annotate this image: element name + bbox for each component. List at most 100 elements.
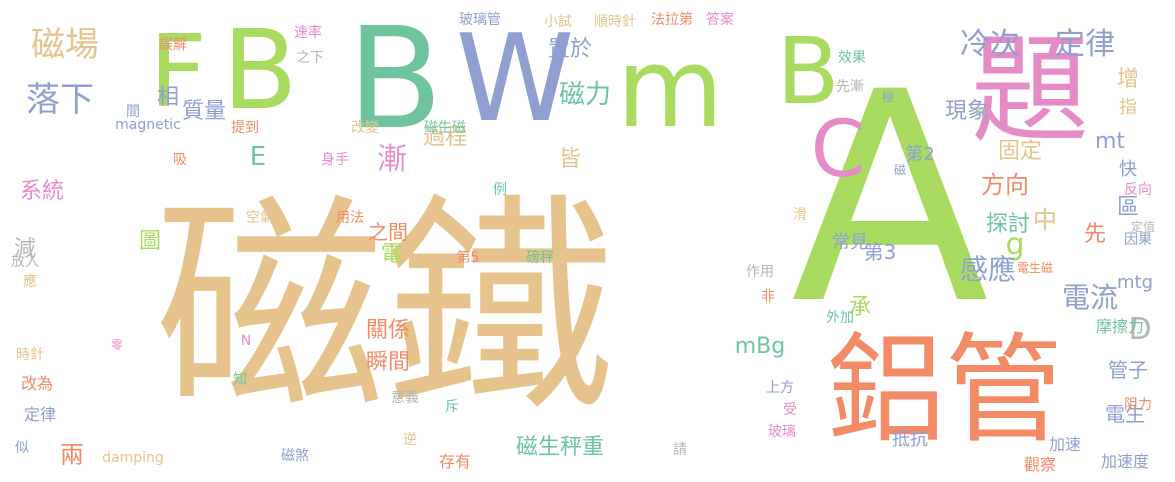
word: 現象: [944, 99, 990, 124]
word: 意義: [391, 390, 419, 406]
word: 關係: [365, 318, 411, 343]
word: 之間: [368, 220, 408, 244]
word: 答案: [706, 12, 734, 28]
word: 磁煞: [281, 448, 309, 464]
word: B: [346, 0, 444, 161]
word: 鋁管: [826, 321, 1064, 459]
word: 逆: [403, 432, 417, 448]
word: 速率: [294, 25, 322, 41]
word: damping: [102, 450, 164, 466]
word: 磁鐵: [154, 176, 616, 443]
word: 空氣: [246, 210, 274, 226]
word: D: [1128, 312, 1152, 347]
word: 過程: [422, 125, 468, 150]
word: 請: [673, 442, 687, 458]
word: 摩擦力: [1095, 317, 1145, 336]
word: B: [222, 6, 298, 134]
word: 方向: [981, 171, 1029, 199]
word: 區: [1116, 195, 1140, 220]
word: W: [455, 10, 575, 149]
word: 抵抗: [892, 429, 928, 450]
word: 之下: [296, 50, 324, 66]
word: 指: [1119, 97, 1137, 118]
word: 玻璃管: [459, 12, 501, 28]
word: mtg: [1116, 272, 1154, 293]
word: 時針: [16, 347, 44, 363]
word: 漸: [377, 142, 407, 177]
word: 瞬間: [365, 350, 411, 375]
word: 減: [13, 237, 37, 262]
word: 圖: [138, 229, 162, 254]
word: 現: [973, 106, 987, 120]
word: 磁場: [31, 25, 99, 65]
word: 定值: [1130, 220, 1156, 234]
word: 斥: [445, 399, 459, 415]
word: 磁: [893, 163, 907, 177]
word: 非: [761, 289, 775, 305]
word: mt: [1094, 129, 1126, 154]
word: 電生磁: [1016, 261, 1054, 275]
word: 定律: [1055, 27, 1115, 62]
word: 電流: [1061, 281, 1119, 314]
word: 增: [1116, 67, 1140, 92]
word: 磁力: [558, 80, 612, 110]
word: 法拉第: [651, 12, 693, 28]
word: F: [149, 13, 207, 130]
word: 固定: [997, 139, 1043, 164]
word: 知: [233, 372, 247, 388]
word: 提到: [231, 120, 259, 136]
word: 順時針: [594, 14, 636, 30]
word: 零: [110, 338, 124, 352]
word: 先漸: [836, 79, 864, 95]
word: 加速: [1048, 435, 1082, 454]
word: 磅秤: [526, 250, 554, 266]
word: 間: [126, 104, 140, 120]
word: 第3: [863, 240, 897, 264]
word: 兩: [60, 441, 84, 469]
word: 改為: [20, 374, 54, 393]
word: 誤解: [159, 37, 187, 53]
word: 常見: [832, 232, 868, 253]
word: E: [249, 142, 267, 172]
word: 系統: [19, 179, 65, 204]
word: 受: [783, 402, 797, 418]
word: 小試: [544, 14, 572, 30]
word: 上方: [766, 380, 794, 396]
word: 反向: [1124, 182, 1152, 198]
word: 質量: [181, 99, 227, 124]
word: 題: [970, 21, 1090, 159]
word: 極: [881, 90, 895, 104]
word: 觀察: [1023, 455, 1057, 474]
word: 磁生磁: [424, 120, 466, 136]
word: A: [790, 31, 990, 368]
word: 管子: [1108, 358, 1148, 382]
word: g: [1005, 227, 1025, 262]
word: 身手: [321, 152, 349, 168]
word: 因果: [1124, 232, 1152, 248]
word: 吸: [173, 152, 187, 168]
word: 放入: [11, 254, 39, 270]
word: 滑: [793, 207, 807, 223]
word: 用法: [336, 210, 364, 226]
word: 電: [380, 242, 404, 267]
word: 玻璃: [768, 424, 796, 440]
word: 例: [493, 182, 507, 198]
word: C: [810, 105, 866, 195]
word: 效果: [838, 50, 866, 66]
word: 先: [1083, 222, 1107, 247]
word: B: [776, 18, 840, 125]
word: 中: [1033, 206, 1057, 234]
word: 承: [848, 295, 872, 320]
word: 存有: [438, 452, 472, 471]
word: 第2: [905, 144, 935, 165]
word: mBg: [734, 334, 786, 359]
word: 作用: [746, 264, 774, 280]
word: 相: [156, 85, 180, 110]
word: 電生: [1105, 402, 1145, 426]
word: magnetic: [115, 117, 181, 133]
word: 皆: [558, 147, 582, 172]
word: 外加: [826, 310, 854, 326]
word: 磁生秤重: [515, 435, 605, 460]
word: 應: [23, 274, 37, 290]
word: 快: [1119, 159, 1137, 180]
